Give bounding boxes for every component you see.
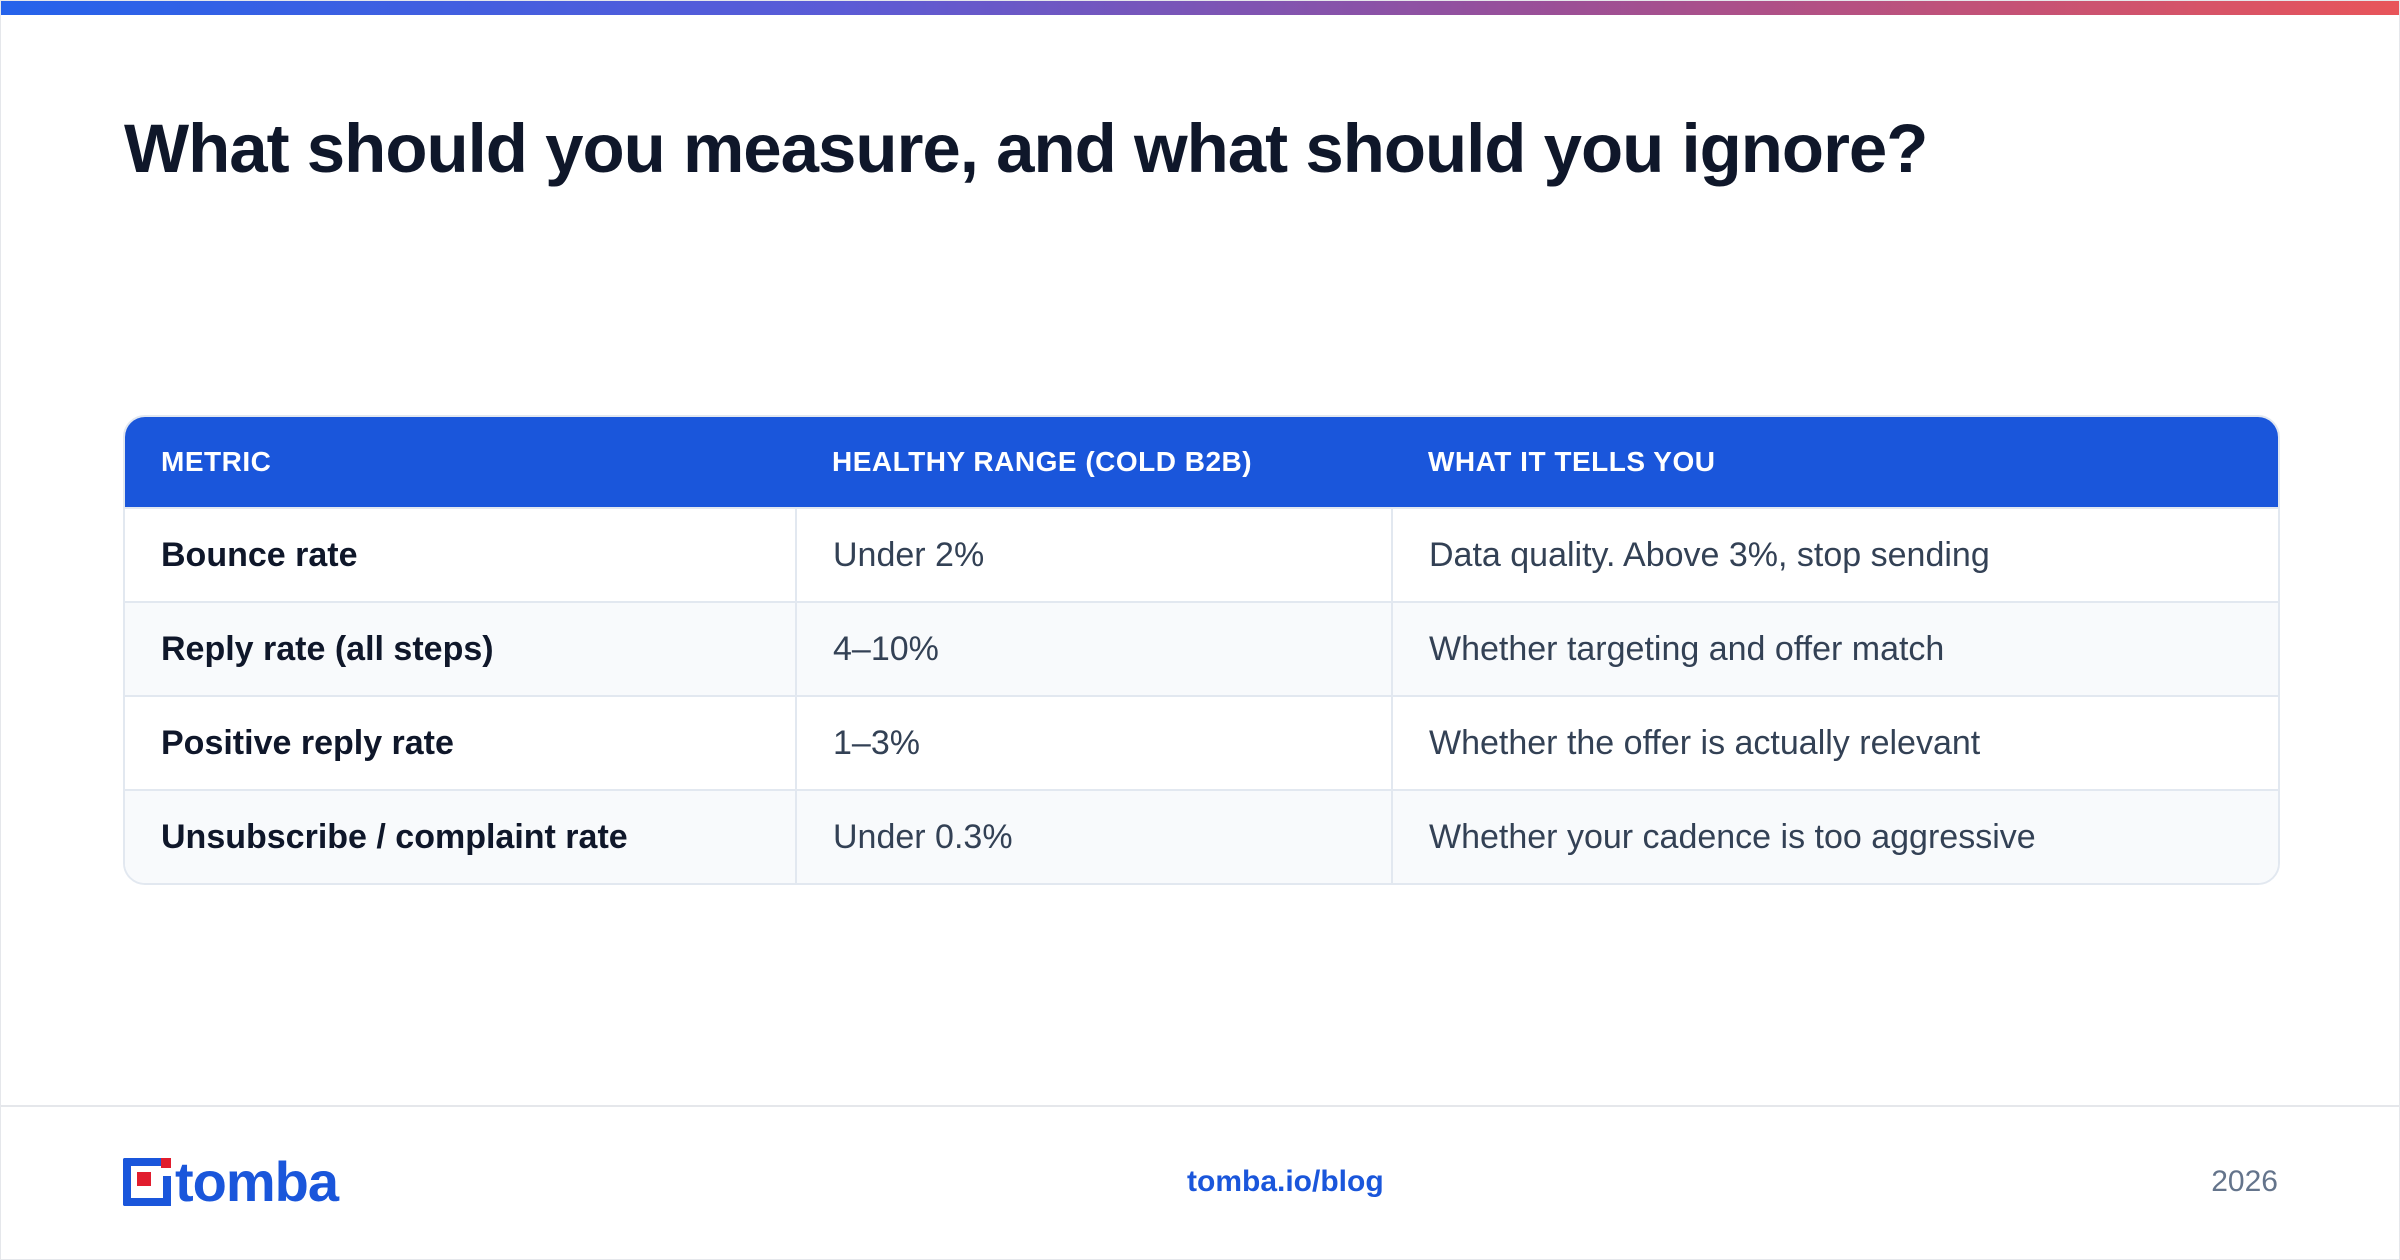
- metric-cell: Unsubscribe / complaint rate: [125, 789, 796, 883]
- footer-year: 2026: [2211, 1165, 2278, 1198]
- range-cell: Under 0.3%: [795, 789, 1392, 883]
- meaning-cell: Whether the offer is actually relevant: [1391, 695, 2278, 790]
- page-title: What should you measure, and what should…: [124, 110, 1928, 187]
- blog-link[interactable]: tomba.io/blog: [1187, 1165, 1384, 1198]
- table-row: Bounce rate Under 2% Data quality. Above…: [125, 507, 2278, 602]
- range-cell: 4–10%: [795, 601, 1392, 696]
- meaning-cell: Whether targeting and offer match: [1391, 601, 2278, 696]
- range-cell: 1–3%: [795, 695, 1392, 790]
- metric-cell: Positive reply rate: [125, 695, 796, 790]
- metrics-table: METRIC HEALTHY RANGE (COLD B2B) WHAT IT …: [123, 415, 2280, 885]
- header-metric: METRIC: [125, 417, 796, 508]
- logo-wordmark: tomba: [175, 1150, 339, 1213]
- metric-cell: Reply rate (all steps): [125, 601, 796, 696]
- table-row: Reply rate (all steps) 4–10% Whether tar…: [125, 601, 2278, 696]
- metric-cell: Bounce rate: [125, 507, 796, 602]
- meaning-cell: Whether your cadence is too aggressive: [1391, 789, 2278, 883]
- gradient-top-bar: [1, 1, 2399, 15]
- tomba-logo-icon: [123, 1158, 171, 1206]
- table-header-row: METRIC HEALTHY RANGE (COLD B2B) WHAT IT …: [125, 417, 2278, 508]
- range-cell: Under 2%: [795, 507, 1392, 602]
- tomba-logo: tomba: [123, 1150, 339, 1213]
- table-row: Positive reply rate 1–3% Whether the off…: [125, 695, 2278, 790]
- header-what-it-tells-you: WHAT IT TELLS YOU: [1392, 417, 2278, 508]
- header-healthy-range: HEALTHY RANGE (COLD B2B): [796, 417, 1392, 508]
- meaning-cell: Data quality. Above 3%, stop sending: [1391, 507, 2278, 602]
- table-row: Unsubscribe / complaint rate Under 0.3% …: [125, 789, 2278, 883]
- footer-divider: [1, 1105, 2399, 1107]
